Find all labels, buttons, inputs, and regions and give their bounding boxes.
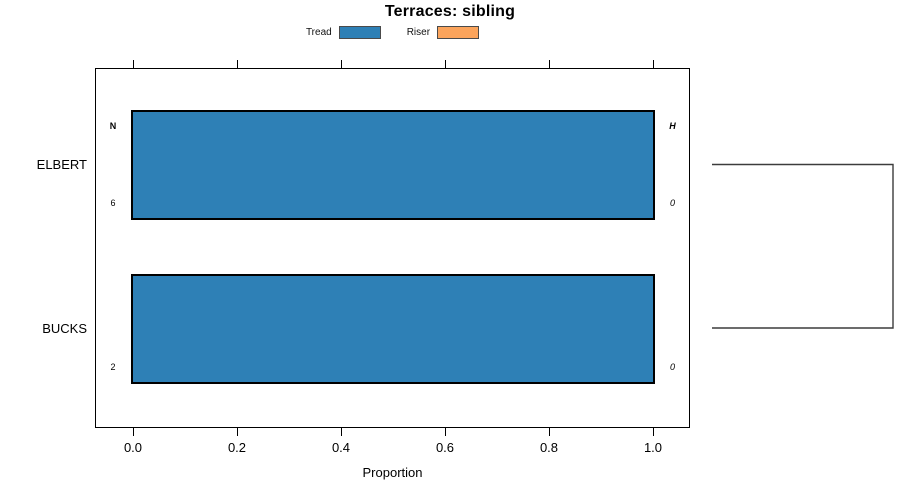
x-axis-tick-label: 1.0 [643,440,663,455]
x-axis-top-tick [548,60,550,68]
x-axis-bottom-tick [444,428,446,436]
x-axis-tick-label: 0.4 [331,440,351,455]
annotation-header-n: N [109,121,117,131]
x-axis-bottom-tick [132,428,134,436]
bar-segment-tread-elbert [133,112,653,218]
x-axis-tick-label: 0.6 [435,440,455,455]
y-axis-label-bucks: BUCKS [42,320,87,336]
annotation-h-value-elbert: 0 [669,198,675,208]
x-axis-tick-label: 0.8 [539,440,559,455]
legend-label-tread: Tread [305,26,332,38]
annotation-n-value-elbert: 6 [110,198,116,208]
x-axis-top-tick [340,60,342,68]
x-axis-bottom-tick [340,428,342,436]
x-axis-bottom-tick [548,428,550,436]
dendrogram-bracket [712,163,894,329]
annotation-header-h: H [669,121,676,131]
x-axis-bottom-tick [652,428,654,436]
legend-swatch-tread [338,25,381,39]
annotation-h-value-bucks: 0 [669,361,675,372]
legend-swatch-riser [437,25,480,39]
x-axis-top-tick [652,60,654,68]
bar-elbert [131,110,655,220]
legend: Tread Riser [95,24,690,40]
y-axis-label-elbert: ELBERT [36,157,87,172]
legend-label-riser: Riser [406,26,431,38]
x-axis-title: Proportion [362,465,423,480]
x-axis-top-tick [132,60,134,68]
legend-item-tread: Tread [305,25,381,39]
x-axis-tick-label: 0.0 [123,440,143,455]
x-axis-bottom-tick [236,428,238,436]
chart-title: Terraces: sibling [384,3,516,20]
x-axis-top-tick [444,60,446,68]
annotation-n-value-bucks: 2 [110,361,116,372]
x-axis-tick-label: 0.2 [227,440,247,455]
bar-segment-tread-bucks [133,275,653,382]
legend-item-riser: Riser [406,25,480,39]
bar-bucks [131,273,655,384]
x-axis-top-tick [236,60,238,68]
